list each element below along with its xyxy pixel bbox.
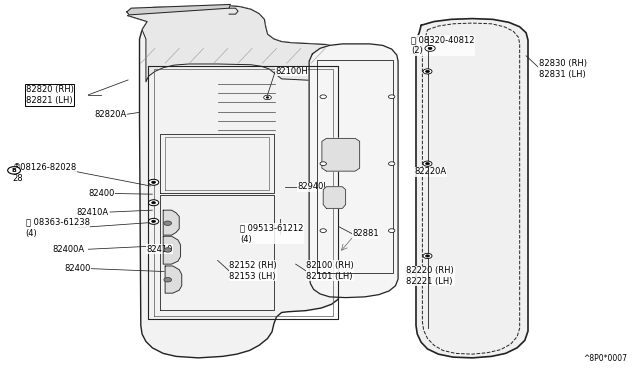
Text: 82820 (RH)
82821 (LH): 82820 (RH) 82821 (LH) [26, 85, 74, 105]
Text: B: B [12, 168, 17, 173]
Text: 82820A: 82820A [95, 110, 127, 119]
Text: 82410: 82410 [146, 245, 172, 254]
Circle shape [388, 162, 395, 166]
Circle shape [148, 218, 159, 224]
Text: 82220A: 82220A [415, 167, 447, 176]
Circle shape [426, 163, 429, 165]
Circle shape [428, 47, 432, 49]
Polygon shape [128, 6, 340, 358]
Circle shape [8, 167, 20, 174]
Circle shape [264, 95, 271, 100]
Polygon shape [163, 236, 180, 264]
Circle shape [164, 248, 172, 252]
Circle shape [164, 221, 172, 225]
Circle shape [320, 229, 326, 232]
Polygon shape [128, 6, 340, 82]
Text: 82400: 82400 [88, 189, 115, 198]
Circle shape [426, 70, 429, 73]
Text: 82100 (RH)
82101 (LH): 82100 (RH) 82101 (LH) [306, 261, 354, 281]
Polygon shape [322, 138, 360, 171]
Polygon shape [323, 187, 346, 208]
Circle shape [320, 95, 326, 99]
Text: 82400A: 82400A [52, 245, 84, 254]
Text: ®08126-82028
28: ®08126-82028 28 [13, 163, 77, 183]
Text: 82152 (RH)
82153 (LH): 82152 (RH) 82153 (LH) [229, 261, 277, 281]
Circle shape [266, 97, 269, 98]
Circle shape [152, 181, 156, 183]
Text: 82400: 82400 [64, 264, 90, 273]
Circle shape [320, 162, 326, 166]
Polygon shape [165, 266, 182, 293]
Circle shape [148, 200, 159, 206]
Circle shape [388, 95, 395, 99]
Circle shape [426, 255, 429, 257]
Circle shape [152, 202, 156, 204]
Polygon shape [127, 4, 230, 15]
Circle shape [425, 45, 435, 51]
Text: 82410A: 82410A [77, 208, 109, 217]
Text: 82220 (RH)
82221 (LH): 82220 (RH) 82221 (LH) [406, 266, 454, 286]
Text: 82830 (RH)
82831 (LH): 82830 (RH) 82831 (LH) [539, 59, 587, 79]
Text: 82881: 82881 [352, 229, 379, 238]
Text: ^8P0*0007: ^8P0*0007 [583, 354, 627, 363]
Circle shape [388, 229, 395, 232]
Polygon shape [416, 19, 528, 358]
Text: Ⓢ 08363-61238
(4): Ⓢ 08363-61238 (4) [26, 218, 90, 238]
Text: Ⓢ 09513-61212
(4): Ⓢ 09513-61212 (4) [240, 224, 303, 244]
Circle shape [164, 278, 172, 282]
Text: Ⓢ 08320-40812
(2): Ⓢ 08320-40812 (2) [411, 35, 474, 55]
Circle shape [152, 220, 156, 222]
Polygon shape [309, 44, 398, 298]
Text: 82940I: 82940I [298, 182, 326, 191]
Circle shape [148, 179, 159, 185]
Circle shape [423, 253, 432, 259]
Polygon shape [163, 210, 179, 235]
Circle shape [423, 161, 432, 166]
Circle shape [423, 69, 432, 74]
Text: 82100H: 82100H [275, 67, 308, 76]
